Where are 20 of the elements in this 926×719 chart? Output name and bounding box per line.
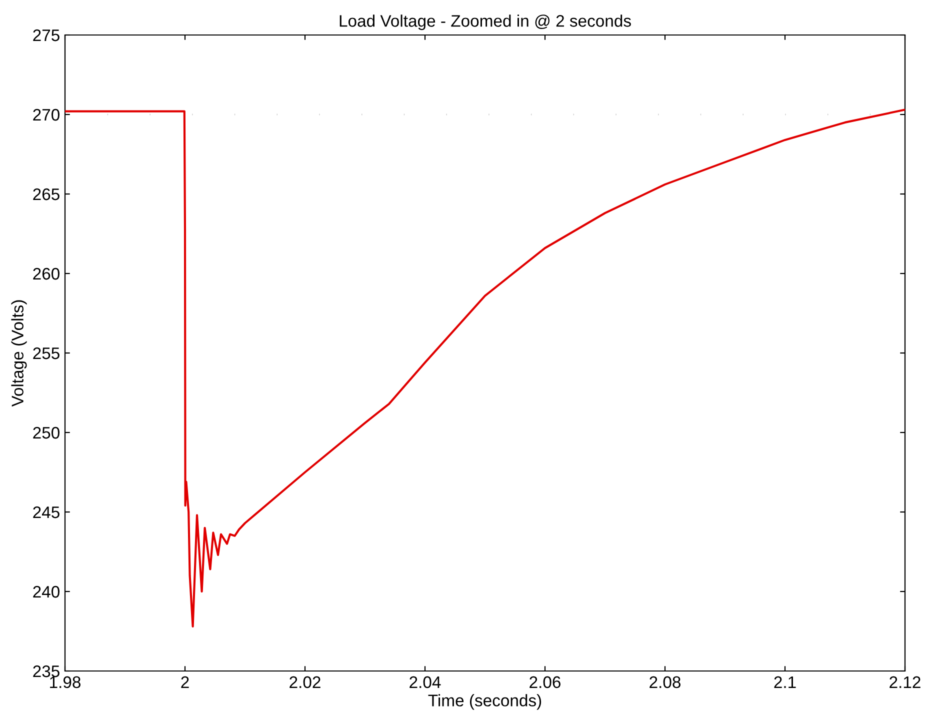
y-tick-label: 250 xyxy=(33,426,60,439)
x-tick-label: 2.04 xyxy=(410,676,441,688)
x-tick-label: 2.06 xyxy=(530,676,560,688)
y-tick-label: 255 xyxy=(33,347,60,360)
y-tick-label: 240 xyxy=(33,586,60,598)
x-tick-label: 2.02 xyxy=(290,676,320,688)
y-tick-label: 275 xyxy=(33,29,60,42)
y-tick-label: 265 xyxy=(33,188,60,200)
x-tick-label: 1.98 xyxy=(50,676,80,688)
y-axis-title: Voltage (Volts) xyxy=(11,300,27,407)
x-tick-label: 2.1 xyxy=(774,676,796,688)
x-tick-label: 2 xyxy=(181,676,189,688)
chart-title: Load Voltage - Zoomed in @ 2 seconds xyxy=(340,14,631,30)
y-tick-label: 235 xyxy=(33,665,60,678)
x-tick-label: 2.12 xyxy=(890,676,920,688)
y-tick-label: 245 xyxy=(33,506,60,518)
y-tick-label: 270 xyxy=(33,108,60,121)
x-axis-title: Time (seconds) xyxy=(428,694,542,710)
y-tick-label: 260 xyxy=(33,268,60,280)
x-tick-label: 2.08 xyxy=(650,676,680,688)
